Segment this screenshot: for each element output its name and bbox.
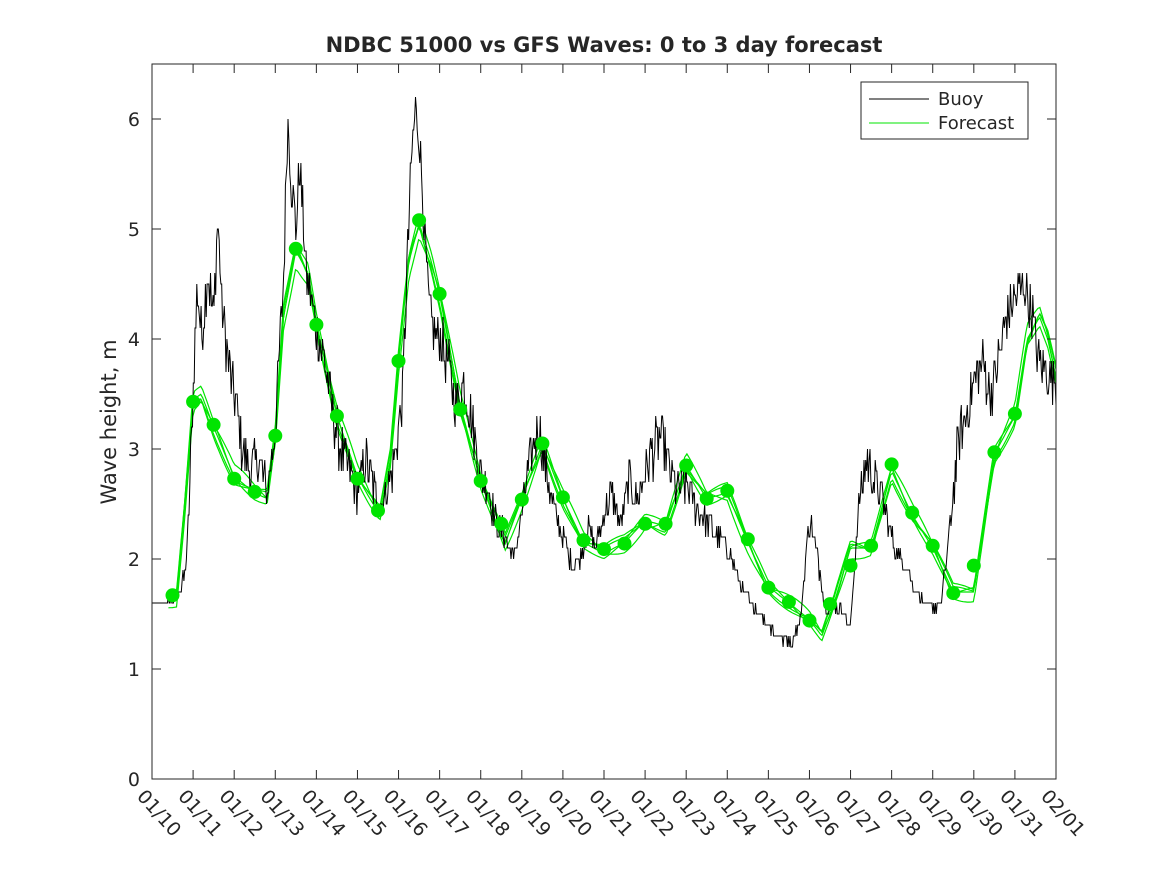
y-tick-label: 5 <box>128 219 140 241</box>
forecast-marker <box>555 490 570 505</box>
forecast-marker <box>247 484 262 499</box>
y-tick-label: 4 <box>128 329 140 351</box>
y-axis-label: Wave height, m <box>97 339 121 504</box>
forecast-marker <box>617 536 632 551</box>
forecast-marker <box>802 613 817 628</box>
forecast-marker <box>720 483 735 498</box>
forecast-marker <box>699 491 714 506</box>
forecast-markers <box>165 213 1022 628</box>
chart-title: NDBC 51000 vs GFS Waves: 0 to 3 day fore… <box>326 33 883 57</box>
forecast-marker <box>206 417 221 432</box>
forecast-marker <box>679 458 694 473</box>
forecast-marker <box>966 558 981 573</box>
buoy-series <box>152 96 1056 648</box>
y-tick-label: 1 <box>128 659 140 681</box>
forecast-marker <box>946 586 961 601</box>
forecast-marker <box>473 473 488 488</box>
y-tick-label: 0 <box>128 769 140 791</box>
forecast-marker <box>576 533 591 548</box>
forecast-marker <box>535 436 550 451</box>
forecast-marker <box>1007 406 1022 421</box>
forecast-marker <box>761 580 776 595</box>
forecast-marker <box>268 428 283 443</box>
legend-forecast-label: Forecast <box>938 113 1014 134</box>
y-ticks: 0 1 2 3 4 5 6 <box>128 109 1056 791</box>
forecast-marker <box>391 354 406 368</box>
forecast-marker <box>329 409 344 423</box>
forecast-marker <box>823 597 837 612</box>
forecast-marker <box>987 445 1002 460</box>
buoy-line <box>152 96 1056 648</box>
forecast-marker <box>884 457 899 472</box>
forecast-marker <box>453 402 468 417</box>
forecast-marker <box>412 213 427 228</box>
forecast-marker <box>288 241 303 256</box>
forecast-marker <box>658 516 673 531</box>
forecast-marker <box>371 503 385 518</box>
forecast-marker <box>864 538 879 553</box>
forecast-marker <box>638 516 653 531</box>
legend-box <box>860 81 1029 140</box>
forecast-marker <box>597 542 611 557</box>
forecast-marker <box>186 394 201 409</box>
legend: Buoy Forecast <box>860 81 1029 140</box>
y-tick-label: 3 <box>128 439 140 461</box>
forecast-marker <box>514 492 529 507</box>
forecast-marker <box>350 471 365 486</box>
forecast-marker <box>165 588 180 603</box>
y-tick-label: 2 <box>128 549 140 571</box>
forecast-marker <box>905 505 920 520</box>
legend-buoy-label: Buoy <box>938 89 984 110</box>
forecast-marker <box>843 558 858 573</box>
forecast-marker <box>925 538 940 553</box>
forecast-marker <box>494 516 509 531</box>
forecast-marker <box>740 532 755 547</box>
forecast-marker <box>432 286 447 301</box>
forecast-marker <box>781 594 796 609</box>
forecast-marker <box>227 471 242 486</box>
forecast-marker <box>309 317 324 332</box>
y-tick-label: 6 <box>128 109 140 131</box>
